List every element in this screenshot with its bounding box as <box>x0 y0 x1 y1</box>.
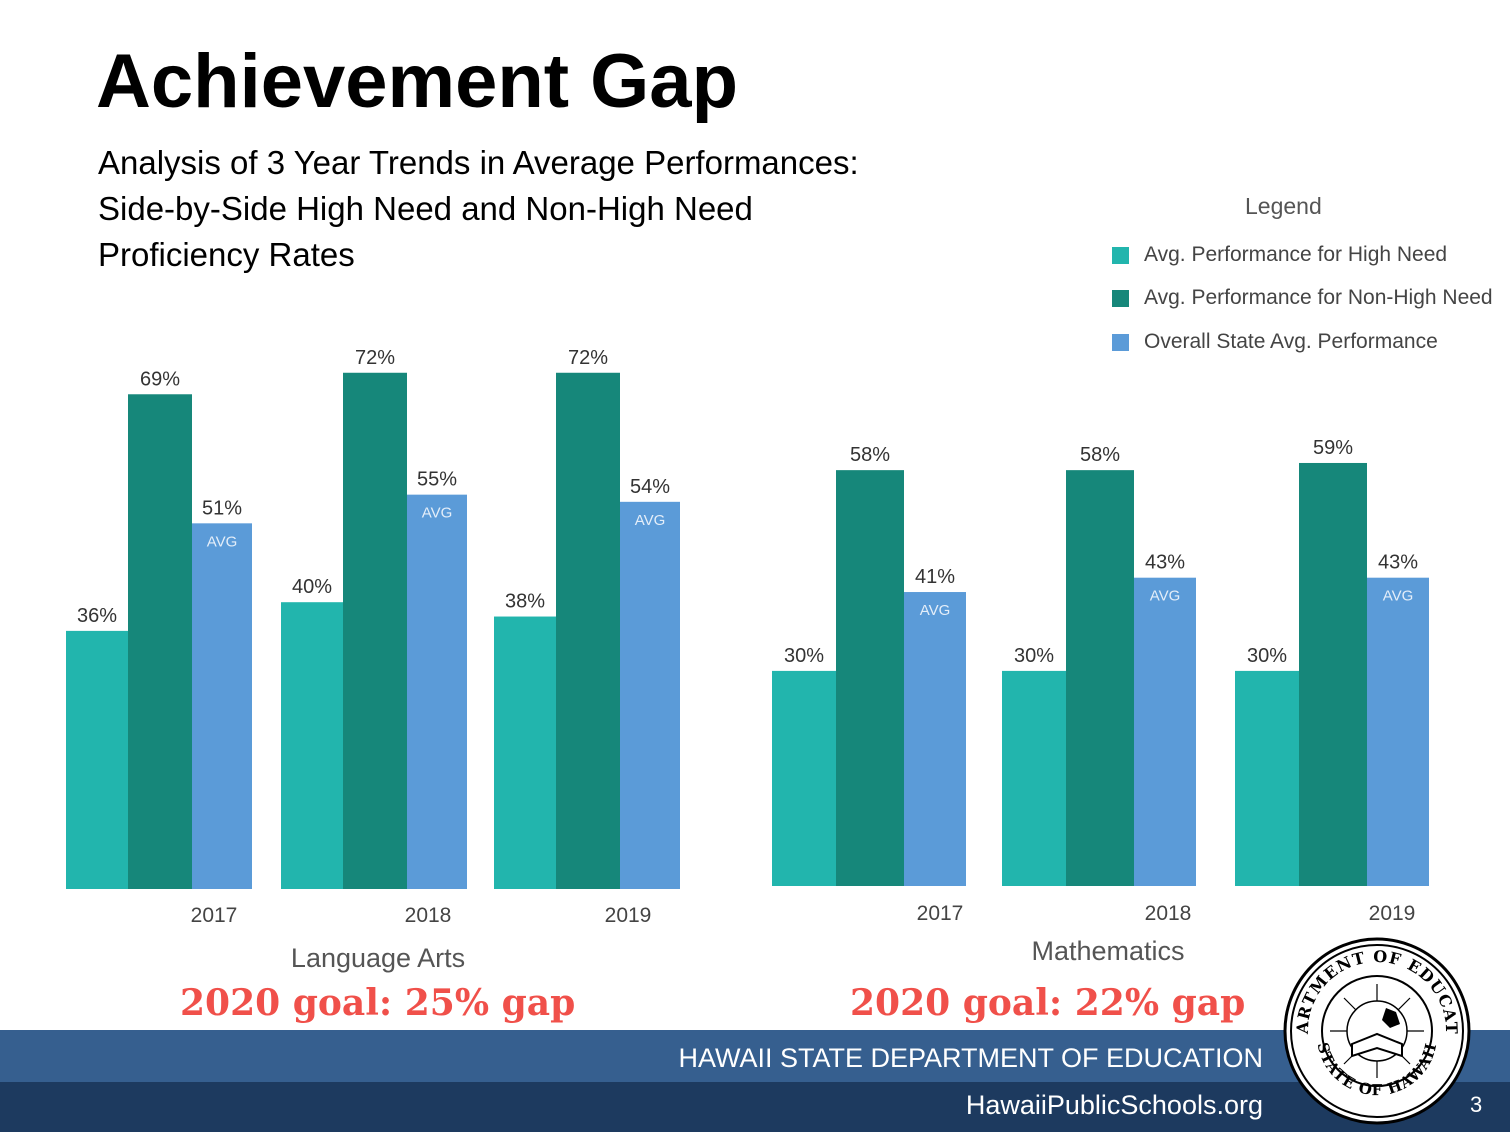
language-arts-bar-high-need-2017 <box>66 630 128 889</box>
mathematics-value-label-high-need-2017: 30% <box>784 645 824 667</box>
language-arts-value-label-non-high-need-2018: 72% <box>355 347 395 369</box>
language-arts-panel: 36% 69% 51% AVG 2017 40% 72% 55% AVG 2018 38% 72% 54… <box>66 347 680 973</box>
mathematics-bar-non-high-need-2017 <box>836 470 904 886</box>
mathematics-value-label-non-high-need-2018: 58% <box>1080 444 1120 466</box>
mathematics-panel: 30% 58% 41% AVG 2017 30% 58% 43% AVG 2018 30% 59% 43… <box>772 437 1429 966</box>
mathematics-bar-state-avg-2017 <box>904 592 966 886</box>
mathematics-value-label-non-high-need-2019: 59% <box>1313 437 1353 459</box>
mathematics-bar-high-need-2018 <box>1002 670 1066 886</box>
language-arts-bar-state-avg-2017 <box>192 523 252 889</box>
language-arts-bar-non-high-need-2018 <box>343 372 407 889</box>
language-arts-year-label-2018: 2018 <box>405 904 452 927</box>
legend-swatch-state-avg <box>1112 333 1129 351</box>
mathematics-value-label-state-avg-2018: 43% <box>1145 552 1185 574</box>
mathematics-bar-high-need-2017 <box>772 670 836 886</box>
language-arts-value-label-high-need-2017: 36% <box>77 605 117 627</box>
legend-title: Legend <box>1245 193 1322 219</box>
mathematics-goal: 2020 goal: 22% gap <box>850 982 1246 1024</box>
legend-label-high-need: Avg. Performance for High Need <box>1144 243 1448 266</box>
slide-title: Achievement Gap <box>96 39 738 124</box>
subtitle-line-3: Proficiency Rates <box>98 236 355 273</box>
chart-legend: Legend Avg. Performance for High Need Av… <box>1100 190 1505 370</box>
mathematics-axis-label: Mathematics <box>1031 936 1184 966</box>
achievement-gap-chart: 36% 69% 51% AVG 2017 40% 72% 55% AVG 2018 38% 72% 54… <box>66 347 1429 973</box>
language-arts-value-label-state-avg-2017: 51% <box>202 497 242 519</box>
language-arts-bar-state-avg-2018 <box>407 494 467 889</box>
language-arts-bar-high-need-2019 <box>494 616 556 889</box>
language-arts-value-label-high-need-2019: 38% <box>505 591 545 613</box>
language-arts-avg-bar-label-2017: AVG <box>207 533 238 550</box>
doe-seal-logo: DEPARTMENT OF EDUCATION STATE OF HAWAII <box>1282 936 1471 1125</box>
footer-website: HawaiiPublicSchools.org <box>965 1090 1263 1120</box>
language-arts-value-label-non-high-need-2017: 69% <box>140 368 180 390</box>
language-arts-bar-state-avg-2019 <box>620 501 680 889</box>
mathematics-year-label-2017: 2017 <box>917 902 964 925</box>
language-arts-year-label-2019: 2019 <box>605 904 652 927</box>
language-arts-value-label-state-avg-2019: 54% <box>630 476 670 498</box>
legend-item-non-high-need: Avg. Performance for Non-High Need <box>1112 283 1493 313</box>
language-arts-axis-label: Language Arts <box>291 943 465 973</box>
language-arts-goal: 2020 goal: 25% gap <box>180 982 576 1024</box>
language-arts-bar-non-high-need-2017 <box>128 394 192 889</box>
language-arts-avg-bar-label-2019: AVG <box>635 512 666 529</box>
language-arts-value-label-non-high-need-2019: 72% <box>568 347 608 369</box>
mathematics-value-label-state-avg-2019: 43% <box>1378 552 1418 574</box>
mathematics-value-label-state-avg-2017: 41% <box>915 566 955 588</box>
mathematics-bar-non-high-need-2018 <box>1066 470 1134 886</box>
mathematics-bar-non-high-need-2019 <box>1299 462 1367 886</box>
subtitle-line-1: Analysis of 3 Year Trends in Average Per… <box>98 144 859 181</box>
footer-band-bottom <box>0 1082 1510 1132</box>
legend-label-state-avg: Overall State Avg. Performance <box>1144 330 1438 353</box>
mathematics-bar-high-need-2019 <box>1235 670 1299 886</box>
subtitle-line-2: Side-by-Side High Need and Non-High Need <box>98 190 753 227</box>
mathematics-avg-bar-label-2019: AVG <box>1383 588 1414 605</box>
mathematics-value-label-high-need-2019: 30% <box>1247 645 1287 667</box>
language-arts-avg-bar-label-2018: AVG <box>422 505 453 522</box>
page-number: 3 <box>1470 1092 1483 1117</box>
language-arts-year-label-2017: 2017 <box>191 904 238 927</box>
legend-item-high-need: Avg. Performance for High Need <box>1112 240 1447 270</box>
footer-band-top <box>0 1030 1510 1082</box>
mathematics-avg-bar-label-2018: AVG <box>1150 588 1181 605</box>
mathematics-avg-bar-label-2017: AVG <box>920 602 951 619</box>
mathematics-year-label-2018: 2018 <box>1145 902 1192 925</box>
mathematics-bar-state-avg-2019 <box>1367 577 1429 886</box>
language-arts-value-label-state-avg-2018: 55% <box>417 469 457 491</box>
legend-item-state-avg: Overall State Avg. Performance <box>1112 327 1438 357</box>
mathematics-value-label-high-need-2018: 30% <box>1014 645 1054 667</box>
mathematics-value-label-non-high-need-2017: 58% <box>850 444 890 466</box>
language-arts-bar-non-high-need-2019 <box>556 372 620 889</box>
footer-org-name: HAWAII STATE DEPARTMENT OF EDUCATION <box>678 1043 1263 1073</box>
language-arts-bar-high-need-2018 <box>281 602 343 889</box>
language-arts-value-label-high-need-2018: 40% <box>292 576 332 598</box>
mathematics-year-label-2019: 2019 <box>1369 902 1416 925</box>
mathematics-bar-state-avg-2018 <box>1134 577 1196 886</box>
legend-label-non-high-need: Avg. Performance for Non-High Need <box>1144 286 1493 309</box>
legend-swatch-high-need <box>1112 246 1129 264</box>
legend-swatch-non-high-need <box>1112 289 1129 307</box>
